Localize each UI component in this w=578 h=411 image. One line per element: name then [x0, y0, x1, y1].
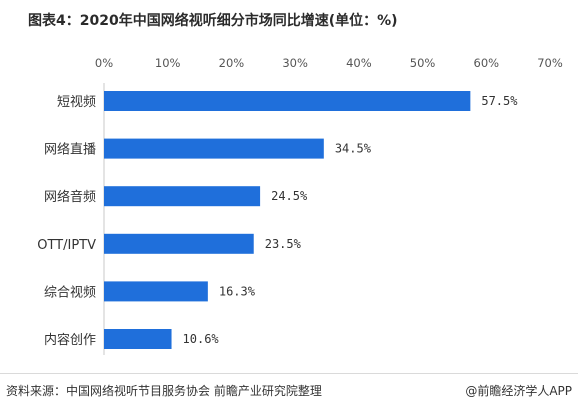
value-label: 34.5%	[335, 142, 372, 156]
value-label: 16.3%	[219, 284, 256, 298]
category-label: 综合视频	[44, 285, 96, 300]
value-label: 23.5%	[265, 237, 302, 251]
bar	[104, 329, 172, 349]
category-label: 网络直播	[44, 142, 96, 158]
chart-title: 图表4：2020年中国网络视听细分市场同比增速(单位：%)	[28, 13, 398, 29]
category-label: 短视频	[57, 95, 96, 110]
bar	[104, 138, 324, 159]
value-label: 57.5%	[481, 94, 518, 108]
category-label: 内容创作	[44, 332, 96, 348]
x-tick-label: 20%	[219, 56, 245, 70]
x-axis-ticks: 0% 10% 20% 30% 40% 50% 60% 70%	[95, 56, 563, 70]
footer: 资料来源：中国网络视听节目服务协会 前瞻产业研究院整理 @前瞻经济学人APP	[0, 373, 578, 411]
x-tick-label: 50%	[410, 56, 436, 70]
category-label: 网络音频	[44, 189, 96, 205]
bar-chart: 0% 10% 20% 30% 40% 50% 60% 70% 短视频 57.5% 网络直播 34.5…	[37, 56, 563, 355]
bar	[104, 233, 254, 254]
x-tick-label: 40%	[346, 56, 372, 70]
x-tick-label: 70%	[537, 56, 563, 70]
x-tick-label: 30%	[282, 56, 308, 70]
value-label: 10.6%	[183, 332, 220, 346]
value-label: 24.5%	[271, 189, 308, 203]
bar	[104, 91, 471, 111]
bar	[104, 281, 208, 302]
bars: 短视频 57.5% 网络直播 34.5% 网络音频 24.5% OTT/IPTV 23.5% 综…	[37, 91, 518, 349]
source-note: 资料来源：中国网络视听节目服务协会 前瞻产业研究院整理	[6, 384, 322, 398]
x-tick-label: 60%	[474, 56, 500, 70]
category-label: OTT/IPTV	[37, 238, 96, 253]
bar	[104, 186, 261, 207]
x-tick-label: 10%	[155, 56, 181, 70]
publisher-credit: @前瞻经济学人APP	[465, 384, 572, 398]
x-tick-label: 0%	[95, 56, 113, 70]
